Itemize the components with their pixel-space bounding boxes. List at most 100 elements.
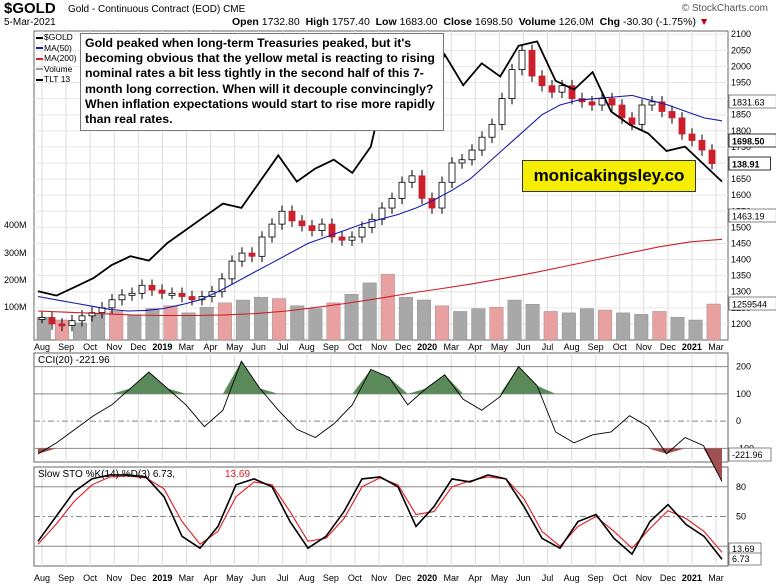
ma50-price-tag-bg (728, 94, 776, 109)
candle-body (598, 98, 606, 106)
candle-body (178, 292, 186, 297)
close-price-tag-bg (728, 133, 776, 148)
volume-tick-label: 300M (4, 248, 27, 258)
candle-body (498, 98, 506, 125)
volume-bar (380, 274, 395, 341)
legend-item-gold: $GOLD (36, 32, 77, 43)
x-tick-label-bottom: Jun (251, 573, 266, 583)
candle-body (58, 323, 66, 327)
candle-body (218, 278, 226, 293)
candle-body (288, 210, 296, 222)
tlt-price-tag-bg (728, 156, 771, 171)
x-tick-label-top: Apr (468, 342, 482, 352)
ma200-price-tag-bg (728, 208, 776, 223)
x-tick-label-top: Aug (34, 342, 50, 352)
candle-body (548, 85, 556, 93)
sto-k-tag: 6.73 (732, 554, 750, 564)
candle-body (108, 299, 116, 309)
x-tick-label-bottom: Nov (371, 573, 388, 583)
high-value: 1757.40 (331, 16, 370, 28)
ma50-line (37, 94, 723, 312)
candle-body (618, 104, 626, 119)
volume-bar (145, 308, 160, 341)
volume-bar (670, 316, 685, 341)
x-tick-label-bottom: Nov (636, 573, 653, 583)
x-tick-label-bottom: Mar (708, 573, 724, 583)
annotation-box: Gold peaked when long-term Treasuries pe… (80, 33, 444, 132)
volume-bar (344, 294, 359, 341)
candle-body (688, 133, 696, 141)
x-tick-label-top: May (226, 342, 244, 352)
candle-body (668, 111, 676, 119)
x-tick-label-bottom: 2019 (152, 573, 172, 583)
cci-tick-label: 100 (736, 389, 751, 399)
sto-title-d: 13.69 (225, 469, 250, 480)
candle-body (448, 162, 456, 183)
volume-bar (471, 308, 486, 341)
volume-bar (91, 314, 106, 341)
x-tick-label-bottom: Sep (58, 573, 74, 583)
candle-body (398, 181, 406, 199)
cci-value-tag: -221.96 (732, 450, 763, 460)
candle-body (348, 236, 356, 241)
cci-title: CCI(20) -221.96 (38, 355, 110, 366)
volume-price-tag: 1259544 (732, 300, 767, 310)
volume-bar (652, 311, 667, 341)
x-tick-label-bottom: Dec (395, 573, 412, 583)
candle-body (508, 69, 516, 99)
cci-tick-label: 0 (736, 416, 741, 426)
x-tick-label-top: Oct (348, 342, 363, 352)
x-tick-label-bottom: 2021 (682, 573, 702, 583)
candle-body (678, 117, 686, 135)
x-tick-label-top: Jun (251, 342, 266, 352)
candle-body (308, 225, 316, 231)
legend-item-tlt: TLT 13 (36, 74, 77, 85)
exchange-label: CME (223, 4, 246, 15)
volume-tick-label: 100M (4, 302, 27, 312)
x-tick-label-top: Dec (660, 342, 677, 352)
candle-body (68, 320, 76, 326)
low-value: 1683.00 (399, 16, 438, 28)
candle-body (128, 292, 136, 296)
candle-body (48, 317, 56, 325)
chart-symbol: $GOLD (4, 0, 56, 17)
x-tick-label-bottom: Jul (542, 573, 554, 583)
x-tick-label-top: Jun (516, 342, 531, 352)
candle-body (338, 236, 346, 241)
candle-body (428, 197, 436, 209)
price-tick-label: 1300 (731, 287, 751, 297)
volume-tick-label: 200M (4, 275, 27, 285)
volume-bar (199, 306, 214, 341)
x-tick-label-bottom: Mar (443, 573, 459, 583)
price-tick-label: 1500 (731, 222, 751, 232)
candle-body (38, 317, 46, 320)
x-tick-label-top: Sep (588, 342, 604, 352)
candle-body (628, 117, 636, 125)
x-tick-label-top: Dec (130, 342, 147, 352)
volume-value: 126.0M (558, 16, 594, 28)
candle-body (468, 149, 476, 161)
volume-bar (507, 299, 522, 341)
x-tick-label-top: Mar (179, 342, 195, 352)
volume-bar (290, 305, 305, 341)
brand-banner: monicakingsley.co (522, 160, 696, 192)
x-tick-label-top: Aug (299, 342, 315, 352)
volume-bar (598, 309, 613, 341)
candle-body (248, 252, 256, 257)
volume-bar (217, 302, 232, 341)
x-tick-label-bottom: 2020 (417, 573, 437, 583)
x-tick-label-top: Sep (323, 342, 339, 352)
sto-title: Slow STO %K(14) %D(3) 6.73, (38, 469, 175, 480)
x-tick-label-top: Mar (443, 342, 459, 352)
price-tick-label: 1200 (731, 319, 751, 329)
volume-bar (235, 299, 250, 341)
candle-body (658, 101, 666, 112)
candle-body (538, 75, 546, 87)
x-tick-label-top: Dec (395, 342, 412, 352)
volume-bar (706, 303, 721, 341)
volume-bar (634, 314, 649, 341)
x-tick-label-bottom: Aug (299, 573, 315, 583)
volume-bar (73, 322, 87, 341)
sto-tick-label: 50 (736, 512, 746, 522)
candle-body (188, 296, 196, 301)
